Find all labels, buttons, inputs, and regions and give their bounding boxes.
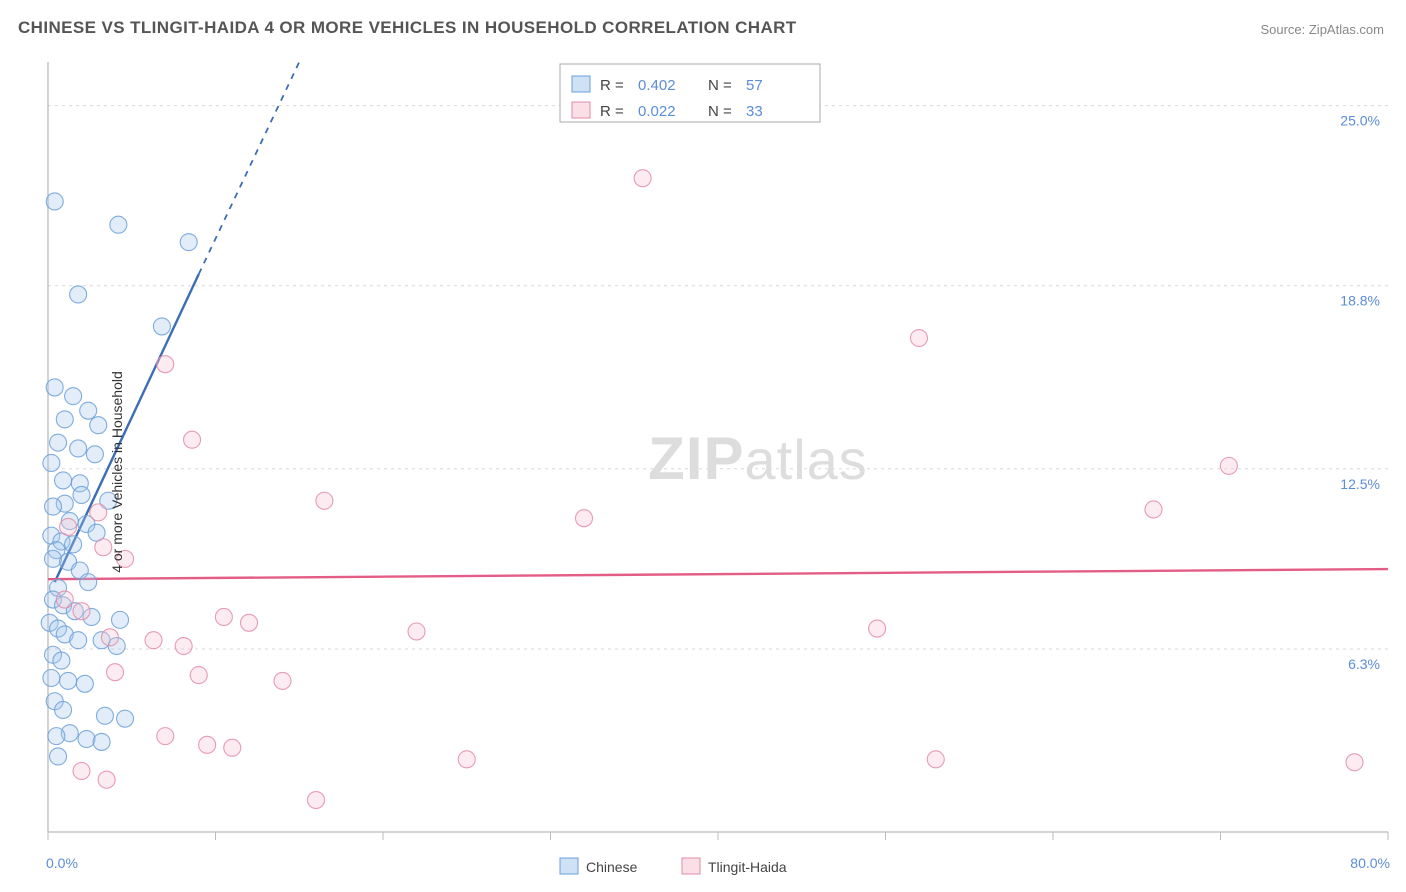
data-point bbox=[65, 536, 82, 553]
data-point bbox=[576, 510, 593, 527]
data-point bbox=[911, 330, 928, 347]
data-point bbox=[107, 664, 124, 681]
data-point bbox=[199, 736, 216, 753]
data-point bbox=[45, 498, 62, 515]
data-point bbox=[76, 675, 93, 692]
data-point bbox=[43, 670, 60, 687]
stats-legend-box bbox=[560, 64, 820, 122]
scatter-plot-svg: 6.3%12.5%18.8%25.0%ZIPatlas0.0%80.0%R = … bbox=[0, 52, 1406, 892]
bottom-legend-label: Tlingit-Haida bbox=[708, 859, 787, 875]
data-point bbox=[145, 632, 162, 649]
legend-r-label: R = bbox=[600, 77, 624, 94]
data-point bbox=[458, 751, 475, 768]
legend-n-value: 57 bbox=[746, 77, 763, 94]
data-point bbox=[215, 608, 232, 625]
x-tick-label: 80.0% bbox=[1350, 855, 1390, 871]
data-point bbox=[117, 710, 134, 727]
y-tick-label: 6.3% bbox=[1348, 656, 1380, 672]
bottom-legend-swatch bbox=[682, 858, 700, 874]
data-point bbox=[316, 492, 333, 509]
legend-r-value: 0.402 bbox=[638, 77, 676, 94]
data-point bbox=[90, 504, 107, 521]
data-point bbox=[80, 402, 97, 419]
y-axis-label: 4 or more Vehicles in Household bbox=[109, 371, 125, 573]
data-point bbox=[73, 486, 90, 503]
data-point bbox=[98, 771, 115, 788]
data-point bbox=[48, 728, 65, 745]
y-tick-label: 25.0% bbox=[1340, 113, 1380, 129]
data-point bbox=[1220, 457, 1237, 474]
data-point bbox=[60, 672, 77, 689]
source-name: ZipAtlas.com bbox=[1309, 22, 1384, 37]
data-point bbox=[101, 629, 118, 646]
data-point bbox=[180, 234, 197, 251]
data-point bbox=[43, 454, 60, 471]
data-point bbox=[153, 318, 170, 335]
data-point bbox=[157, 728, 174, 745]
trend-line-extrapolated bbox=[199, 62, 300, 274]
data-point bbox=[56, 411, 73, 428]
y-tick-label: 12.5% bbox=[1340, 476, 1380, 492]
data-point bbox=[78, 731, 95, 748]
trend-line bbox=[48, 569, 1388, 579]
data-point bbox=[90, 417, 107, 434]
legend-n-value: 33 bbox=[746, 103, 763, 120]
data-point bbox=[73, 762, 90, 779]
data-point bbox=[70, 286, 87, 303]
data-point bbox=[46, 379, 63, 396]
legend-swatch bbox=[572, 102, 590, 118]
source-label: Source: bbox=[1260, 22, 1308, 37]
legend-r-label: R = bbox=[600, 103, 624, 120]
source-attribution: Source: ZipAtlas.com bbox=[1260, 22, 1384, 37]
data-point bbox=[55, 472, 72, 489]
bottom-legend-swatch bbox=[560, 858, 578, 874]
data-point bbox=[70, 440, 87, 457]
data-point bbox=[927, 751, 944, 768]
bottom-legend-label: Chinese bbox=[586, 859, 638, 875]
data-point bbox=[45, 550, 62, 567]
data-point bbox=[96, 707, 113, 724]
data-point bbox=[241, 614, 258, 631]
data-point bbox=[86, 446, 103, 463]
data-point bbox=[157, 356, 174, 373]
data-point bbox=[224, 739, 241, 756]
data-point bbox=[65, 388, 82, 405]
data-point bbox=[55, 701, 72, 718]
data-point bbox=[175, 638, 192, 655]
x-tick-label: 0.0% bbox=[46, 855, 78, 871]
data-point bbox=[73, 603, 90, 620]
data-point bbox=[70, 632, 87, 649]
data-point bbox=[184, 431, 201, 448]
chart-area: 4 or more Vehicles in Household 6.3% 12.5… bbox=[0, 52, 1406, 892]
data-point bbox=[56, 591, 73, 608]
data-point bbox=[869, 620, 886, 637]
data-point bbox=[1145, 501, 1162, 518]
watermark: ZIPatlas bbox=[648, 425, 868, 492]
data-point bbox=[93, 733, 110, 750]
data-point bbox=[80, 574, 97, 591]
data-point bbox=[308, 792, 325, 809]
data-point bbox=[274, 672, 291, 689]
data-point bbox=[1346, 754, 1363, 771]
legend-n-label: N = bbox=[708, 103, 732, 120]
data-point bbox=[50, 434, 67, 451]
chart-title: CHINESE VS TLINGIT-HAIDA 4 OR MORE VEHIC… bbox=[18, 18, 797, 38]
legend-r-value: 0.022 bbox=[638, 103, 676, 120]
data-point bbox=[112, 611, 129, 628]
data-point bbox=[408, 623, 425, 640]
legend-swatch bbox=[572, 76, 590, 92]
legend-n-label: N = bbox=[708, 77, 732, 94]
data-point bbox=[110, 216, 127, 233]
data-point bbox=[46, 193, 63, 210]
y-tick-label: 18.8% bbox=[1340, 293, 1380, 309]
data-point bbox=[53, 652, 70, 669]
data-point bbox=[50, 748, 67, 765]
data-point bbox=[190, 667, 207, 684]
data-point bbox=[634, 170, 651, 187]
data-point bbox=[60, 518, 77, 535]
